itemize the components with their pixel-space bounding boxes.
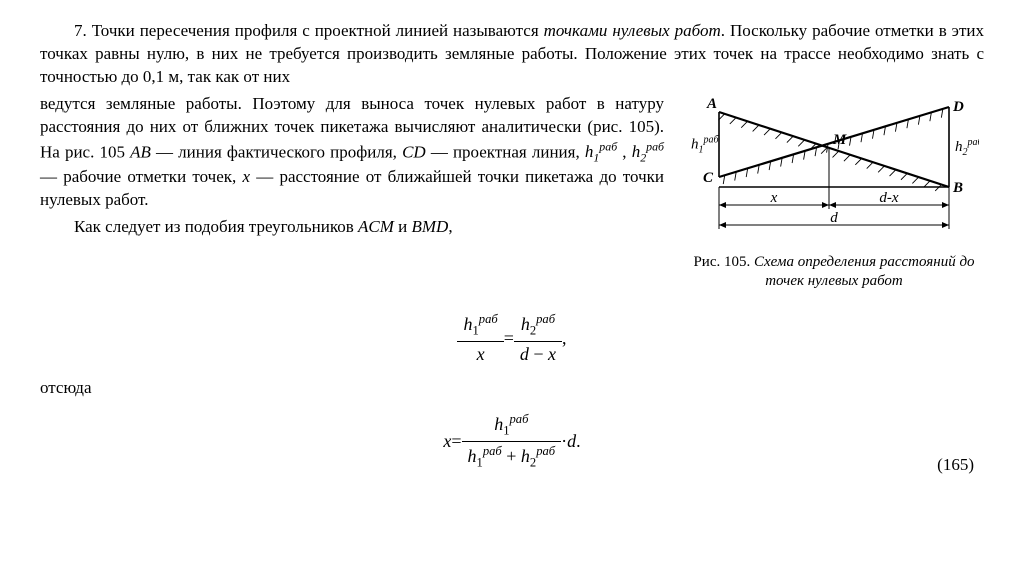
svg-text:C: C <box>703 170 714 186</box>
svg-text:d-x: d-x <box>879 190 898 206</box>
sym-h1: h1раб <box>585 142 617 161</box>
p2-text-a: Как следует из подобия треугольников <box>74 217 358 236</box>
p1-term: точками нулевых работ <box>544 21 721 40</box>
svg-text:D: D <box>952 99 964 115</box>
p2-text-e: , <box>448 217 452 236</box>
formula-2-eq: = <box>451 429 461 453</box>
svg-text:h2раб: h2раб <box>955 137 979 158</box>
figure-caption-runin: Рис. 105. <box>693 254 754 270</box>
formula-1-rhs: h2раб d − x <box>514 312 562 365</box>
p1-text-a: 7. Точки пересечения профиля с проектной… <box>74 21 544 40</box>
sym-AB: AB <box>130 142 151 161</box>
page-content: 7. Точки пересечения профиля с проектной… <box>40 20 984 477</box>
sym-h2: h2раб <box>632 142 664 161</box>
p1-text-g: — проектная линия, <box>426 142 585 161</box>
sym-CD: CD <box>402 142 426 161</box>
svg-text:x: x <box>770 190 778 206</box>
figure-105-caption: Рис. 105. Схема определения расстояний д… <box>684 253 984 292</box>
formula-1-eq: = <box>504 326 514 350</box>
svg-text:M: M <box>832 132 847 148</box>
p1-text-k: — рабочие отметки точек, <box>40 167 242 186</box>
p2-text-c: и <box>394 217 412 236</box>
formula-2-period: . <box>576 429 581 453</box>
svg-text:d: d <box>830 210 838 226</box>
p1-text-e: — линия фактического профиля, <box>151 142 402 161</box>
otsuda: отсюда <box>40 377 984 400</box>
formula-2-x: x <box>443 429 451 453</box>
figure-105: x d-x d A B C D Mh1раб h2раб Рис. 105. Схема опр… <box>684 97 984 292</box>
figure-105-svg: x d-x d A B C D Mh1раб h2раб <box>689 97 979 247</box>
sym-ACM: ACM <box>358 217 394 236</box>
svg-text:A: A <box>706 97 717 112</box>
figure-caption-text: Схема определения расстояний до точек ну… <box>754 254 975 290</box>
formula-1-comma: , <box>562 326 567 350</box>
svg-text:h1раб: h1раб <box>691 134 720 155</box>
sym-BMD: BMD <box>412 217 449 236</box>
formula-2-d: d <box>567 429 576 453</box>
formula-1-lhs: h1раб x <box>457 312 503 365</box>
svg-text:B: B <box>952 180 963 196</box>
formula-2-frac: h1раб h1раб + h2раб <box>462 412 562 470</box>
formula-1: h1раб x = h2раб d − x , <box>40 312 984 365</box>
p1-text-i: , <box>617 142 632 161</box>
paragraph-1: 7. Точки пересечения профиля с проектной… <box>40 20 984 89</box>
sym-x: x <box>242 167 250 186</box>
